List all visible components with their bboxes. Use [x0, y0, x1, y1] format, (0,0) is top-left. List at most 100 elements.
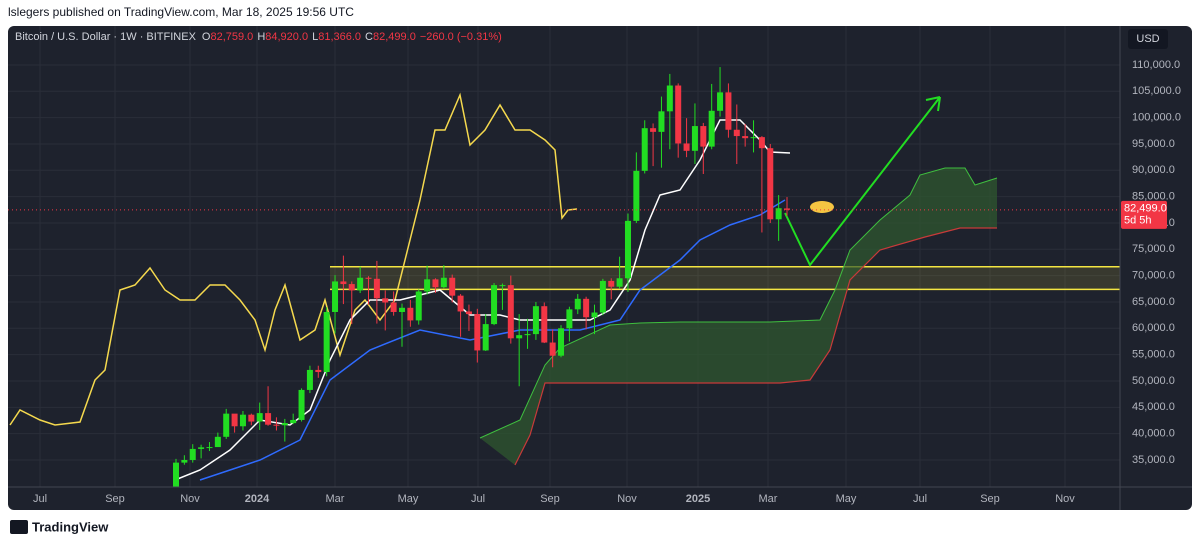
cloud-top	[479, 167, 998, 439]
x-tick-label: May	[398, 493, 419, 505]
candle-body	[198, 447, 205, 449]
candle-body	[390, 302, 397, 312]
footer-brand: TradingView	[32, 519, 109, 534]
candle-body	[457, 295, 464, 312]
candle-body	[541, 306, 548, 343]
candle-body	[440, 277, 447, 288]
candle-body	[775, 208, 782, 220]
candle-body	[340, 281, 347, 285]
candle-body	[398, 307, 405, 312]
candle-body	[239, 414, 246, 427]
candle-body	[616, 278, 623, 287]
y-tick-label: 95,000.0	[1132, 138, 1175, 150]
y-tick-label: 85,000.0	[1132, 191, 1175, 203]
comparison-line	[9, 92, 578, 426]
change: −260.0 (−0.31%)	[420, 31, 502, 43]
candle-body	[181, 459, 188, 463]
candle-body	[708, 110, 715, 147]
candle-body	[583, 298, 590, 318]
chart-bg	[8, 26, 1192, 510]
countdown: 5d 5h	[1124, 215, 1152, 227]
y-tick-label: 60,000.0	[1132, 322, 1175, 334]
l-label: L	[312, 31, 318, 43]
candle-body	[332, 281, 339, 312]
candle-body	[415, 291, 422, 321]
candle-body	[281, 423, 288, 426]
candle-body	[231, 413, 238, 427]
grid	[8, 26, 1120, 487]
x-tick-label: Nov	[617, 493, 637, 505]
candle-body	[491, 285, 498, 325]
zone-fill	[330, 266, 1120, 290]
candle-body	[482, 324, 489, 351]
candle-body	[524, 334, 531, 336]
candle-body	[407, 307, 414, 321]
candle-body	[608, 280, 615, 287]
candle-body	[549, 342, 556, 356]
x-tick-label: Jul	[471, 493, 485, 505]
candle-body	[173, 462, 179, 487]
symbol-title: Bitcoin / U.S. Dollar · 1W · BITFINEX O82…	[15, 31, 502, 43]
candle-body	[323, 311, 330, 373]
candle-body	[357, 277, 364, 291]
y-tick-label: 45,000.0	[1132, 401, 1175, 413]
candle-body	[725, 92, 732, 130]
y-tick-label: 105,000.0	[1132, 85, 1181, 97]
candle-body	[658, 111, 665, 132]
currency[interactable]: USD	[1136, 33, 1159, 45]
candle-body	[499, 285, 506, 287]
x-tick-label: Jul	[33, 493, 47, 505]
y-tick-label: 75,000.0	[1132, 243, 1175, 255]
candle-body	[507, 285, 514, 339]
candle-body	[273, 424, 280, 426]
y-tick-label: 65,000.0	[1132, 296, 1175, 308]
candles	[173, 67, 791, 487]
publisher: lslegers published on TradingView.com, M…	[8, 5, 354, 19]
currency-button[interactable]	[1128, 29, 1168, 49]
x-tick-label: Sep	[980, 493, 1000, 505]
candle-body	[449, 277, 456, 296]
candle-body	[373, 278, 380, 299]
candle-body	[624, 220, 631, 279]
candle-body	[742, 136, 749, 139]
candle-body	[298, 389, 305, 420]
x-tick-label: Sep	[105, 493, 125, 505]
candle-body	[315, 369, 322, 373]
last-price-tag	[1121, 200, 1167, 229]
candle-body	[591, 312, 598, 318]
h-label: H	[257, 31, 265, 43]
candle-body	[516, 335, 523, 339]
candle-body	[465, 311, 472, 315]
y-tick-label: 40,000.0	[1132, 428, 1175, 440]
pointing-hand	[810, 201, 834, 213]
candle-body	[650, 128, 657, 132]
x-tick-label: 2024	[245, 493, 270, 505]
candle-body	[700, 126, 707, 147]
candle-body	[558, 328, 565, 356]
y-tick-label: 110,000.0	[1132, 59, 1180, 71]
candle-body	[365, 277, 372, 279]
candle-body	[717, 92, 724, 111]
candle-body	[574, 298, 581, 310]
candle-body	[290, 419, 297, 424]
candle-body	[382, 298, 389, 303]
moving-average-slow	[199, 199, 786, 481]
candle-body	[532, 306, 539, 335]
cloud	[480, 168, 997, 465]
candle-body	[189, 448, 196, 460]
candle-body	[733, 129, 740, 137]
x-tick-label: May	[836, 493, 857, 505]
y-tick-label: 55,000.0	[1132, 349, 1175, 361]
candle-body	[666, 85, 673, 112]
candle-body	[641, 128, 648, 171]
o-value: 82,759.0	[210, 31, 253, 43]
c-label: C	[365, 31, 373, 43]
candle-body	[784, 208, 791, 210]
l-value: 81,366.0	[318, 31, 361, 43]
last-price-label: 82,499.0	[1124, 203, 1167, 215]
x-tick-label: Nov	[180, 493, 200, 505]
candle-body	[599, 280, 606, 313]
candle-body	[683, 143, 690, 151]
y-tick-label: 90,000.0	[1132, 164, 1175, 176]
